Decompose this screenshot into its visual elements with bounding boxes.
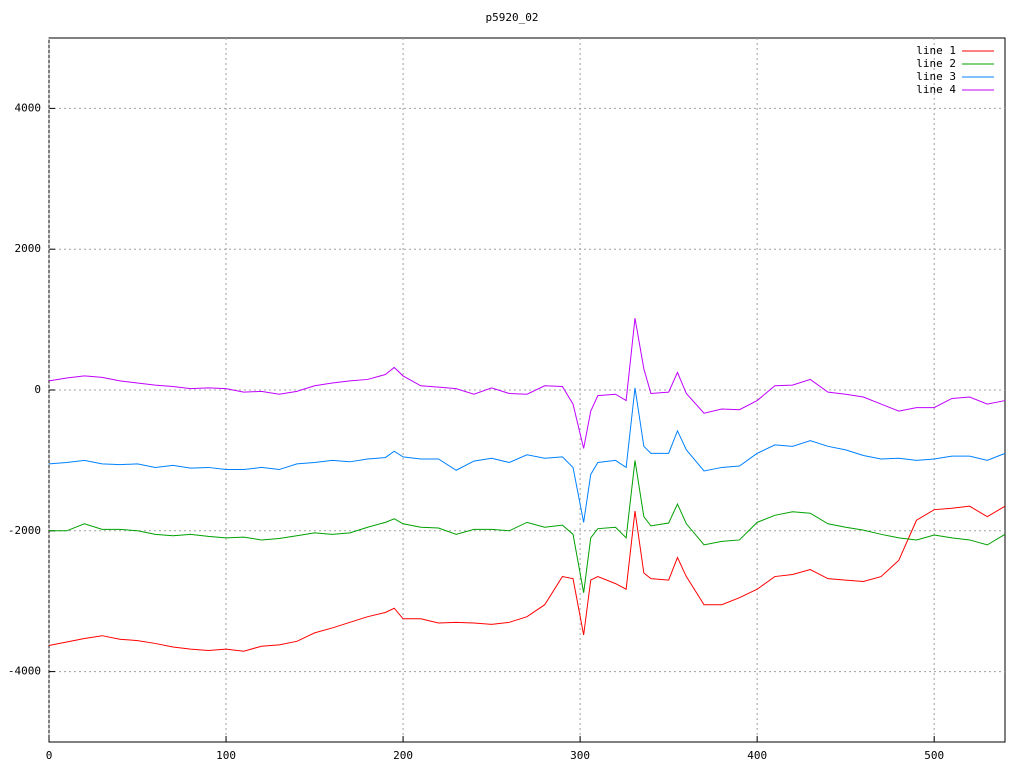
x-tick-label: 100	[216, 749, 236, 762]
y-tick-label: 4000	[15, 101, 42, 114]
x-tick-label: 300	[570, 749, 590, 762]
legend-label: line 3	[916, 70, 956, 83]
chart-title: p5920_02	[486, 11, 539, 24]
series-line	[48, 387, 1006, 523]
y-tick-label: 0	[34, 383, 41, 396]
series-line	[48, 318, 1006, 449]
legend-label: line 1	[916, 44, 956, 57]
y-tick-label: -2000	[8, 524, 41, 537]
series-line	[48, 505, 1006, 652]
y-tick-label: 2000	[15, 242, 42, 255]
legend-label: line 4	[916, 83, 956, 96]
x-tick-label: 500	[924, 749, 944, 762]
y-tick-label: -4000	[8, 665, 41, 678]
x-tick-label: 400	[747, 749, 767, 762]
legend-label: line 2	[916, 57, 956, 70]
x-tick-label: 0	[46, 749, 53, 762]
series-line	[49, 460, 1006, 593]
x-tick-label: 200	[393, 749, 413, 762]
